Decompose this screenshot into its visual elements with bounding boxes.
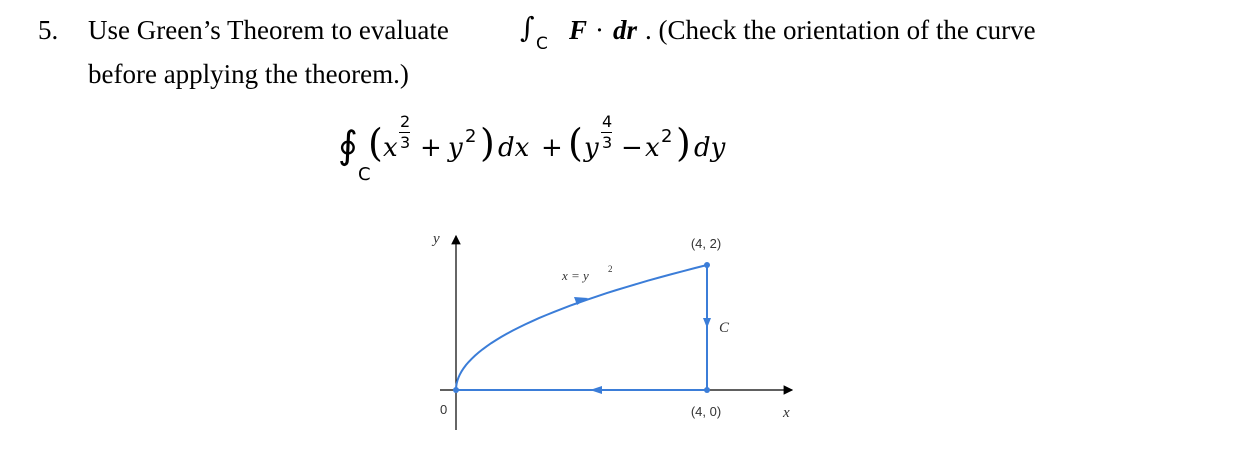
problem-text: Use Green’s Theorem to evaluate xyxy=(88,15,449,45)
integral-sub: C xyxy=(358,164,371,185)
curve xyxy=(455,264,708,391)
exp: 3 xyxy=(400,133,411,152)
curve-label: x = y xyxy=(561,268,589,283)
paren: ) xyxy=(480,121,495,165)
point-label: (4, 0) xyxy=(691,404,721,419)
axis-label: x xyxy=(782,405,790,421)
origin-label: 0 xyxy=(440,402,447,417)
dot: · xyxy=(595,15,604,45)
point xyxy=(704,262,710,268)
exp: 2 xyxy=(400,112,411,131)
fraction-bar xyxy=(399,132,410,133)
differential: dy xyxy=(694,133,726,163)
differential: dx xyxy=(498,133,530,163)
problem-number: 5. xyxy=(38,15,59,45)
exp: 3 xyxy=(602,133,613,152)
integral-sign: ∫ xyxy=(520,11,535,44)
arrow xyxy=(703,318,711,328)
integral-sub: C xyxy=(536,34,548,54)
arrow xyxy=(574,297,588,305)
op: + xyxy=(541,133,563,163)
var: x xyxy=(645,133,660,163)
axis-label: y xyxy=(431,231,440,247)
paren: ) xyxy=(676,121,691,165)
op: − xyxy=(621,133,643,163)
contour-integral: ∮ xyxy=(338,123,358,167)
fraction-bar xyxy=(601,132,612,133)
paren: ( xyxy=(368,121,383,165)
exp: 2 xyxy=(661,126,673,147)
exp: 4 xyxy=(602,112,613,131)
curve-name: C xyxy=(719,320,730,336)
var: y xyxy=(448,133,463,163)
var: y xyxy=(584,133,599,163)
vector-f: F xyxy=(569,15,588,45)
point-label: (4, 2) xyxy=(691,236,721,251)
vector-dr: dr xyxy=(613,15,638,45)
op: + xyxy=(420,133,442,163)
exp: 2 xyxy=(465,126,477,147)
arrow xyxy=(590,386,602,394)
var: x xyxy=(383,133,398,163)
point xyxy=(704,387,710,393)
curve-label-exp: 2 xyxy=(608,264,613,274)
point xyxy=(453,387,459,393)
paren: ( xyxy=(568,121,583,165)
problem-text: before applying the theorem.) xyxy=(88,59,409,89)
problem-text: . (Check the orientation of the curve xyxy=(645,15,1036,45)
